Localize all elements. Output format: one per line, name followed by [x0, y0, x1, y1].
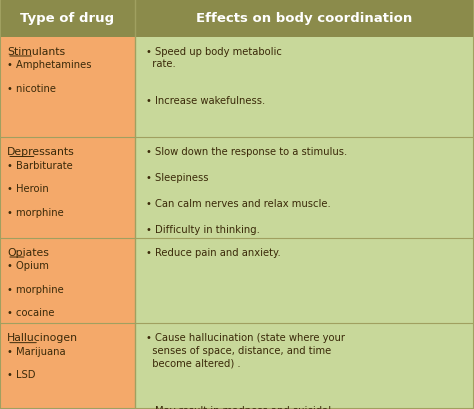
Text: • Slow down the response to a stimulus.: • Slow down the response to a stimulus. [146, 147, 347, 157]
Text: Effects on body coordination: Effects on body coordination [196, 12, 413, 25]
Text: Hallucinogen: Hallucinogen [7, 333, 78, 343]
Text: • nicotine: • nicotine [7, 83, 56, 93]
Text: Opiates: Opiates [7, 247, 49, 257]
Bar [135, 238, 474, 324]
Text: • Reduce pain and anxiety.: • Reduce pain and anxiety. [146, 247, 280, 257]
Text: • morphine: • morphine [7, 284, 64, 294]
Bar [135, 38, 474, 138]
Text: • morphine: • morphine [7, 207, 64, 217]
Text: Depressants: Depressants [7, 147, 75, 157]
Bar [135, 0, 474, 38]
Text: • Can calm nerves and relax muscle.: • Can calm nerves and relax muscle. [146, 198, 330, 209]
Text: • Barbiturate: • Barbiturate [7, 160, 73, 171]
Text: • Sleepiness: • Sleepiness [146, 173, 208, 183]
Bar [0, 238, 135, 324]
Bar [135, 138, 474, 238]
Text: • May result in madness and suicidal.: • May result in madness and suicidal. [146, 405, 334, 409]
Text: • Amphetamines: • Amphetamines [7, 60, 91, 70]
Bar [0, 324, 135, 409]
Text: • Cause hallucination (state where your
  senses of space, distance, and time
  : • Cause hallucination (state where your … [146, 333, 345, 367]
Bar [0, 38, 135, 138]
Bar [0, 138, 135, 238]
Text: • LSD: • LSD [7, 369, 36, 380]
Text: • cocaine: • cocaine [7, 307, 55, 317]
Text: • Increase wakefulness.: • Increase wakefulness. [146, 96, 265, 106]
Text: • Speed up body metabolic
  rate.: • Speed up body metabolic rate. [146, 47, 282, 69]
Text: • Difficulty in thinking.: • Difficulty in thinking. [146, 224, 259, 234]
Text: Type of drug: Type of drug [20, 12, 115, 25]
Text: • Heroin: • Heroin [7, 184, 49, 194]
Text: • Marijuana: • Marijuana [7, 346, 66, 356]
Bar [0, 0, 135, 38]
Text: Stimulants: Stimulants [7, 47, 65, 56]
Text: • Opium: • Opium [7, 261, 49, 271]
Bar [135, 324, 474, 409]
